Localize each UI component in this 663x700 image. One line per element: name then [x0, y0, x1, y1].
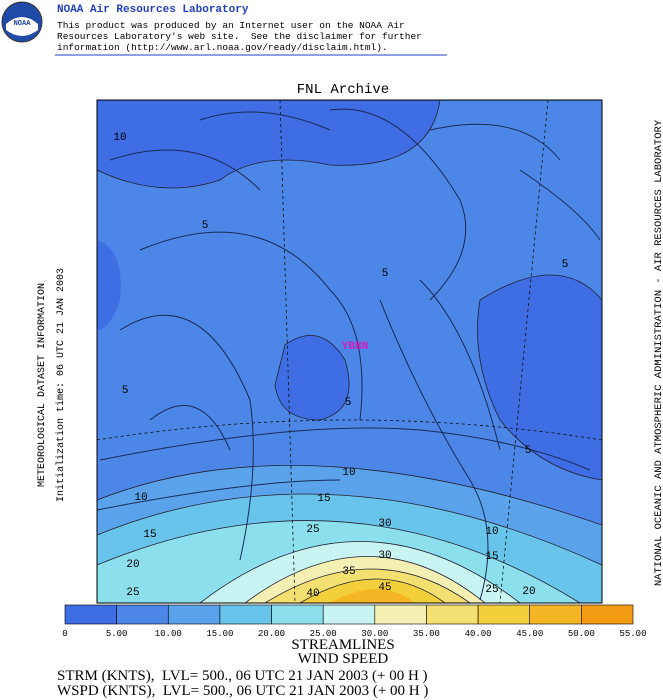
colorbar-label: 25.00	[310, 629, 337, 639]
contour-label: 25	[306, 524, 319, 536]
colorbar-swatch	[477, 604, 531, 625]
contour-label: 20	[126, 559, 139, 571]
field-0-5	[477, 275, 602, 480]
header-title: NOAA Air Resources Laboratory	[57, 4, 249, 16]
colorbar-label: 10.00	[155, 629, 182, 639]
station-label: YBBN	[342, 341, 368, 353]
contour-label: 35	[342, 566, 355, 578]
footer-line: WSPD (KNTS), LVL= 500., 06 UTC 21 JAN 20…	[57, 683, 428, 699]
contour-label: 15	[485, 551, 498, 563]
logo-text: NOAA	[14, 20, 32, 28]
disclaimer-line: Resources Laboratory's web site. See the…	[57, 31, 422, 42]
colorbar-swatch	[64, 604, 117, 625]
footer-line: STREAMLINES	[291, 637, 394, 653]
contour-label: 25	[126, 587, 139, 599]
colorbar-label: 15.00	[206, 629, 233, 639]
colorbar-swatch	[581, 604, 634, 625]
colorbar-label: 35.00	[413, 629, 440, 639]
contour-label: 15	[317, 493, 330, 505]
disclaimer-line: This product was produced by an Internet…	[57, 20, 405, 31]
colorbar-label: 20.00	[258, 629, 285, 639]
colorbar-swatch	[426, 604, 479, 625]
colorbar-label: 55.00	[619, 629, 646, 639]
colorbar-label: 50.00	[568, 629, 595, 639]
contour-label: 15	[143, 529, 156, 541]
contour-label: 20	[522, 586, 535, 598]
footer-line: WIND SPEED	[298, 651, 389, 667]
colorbar-swatch	[219, 604, 272, 625]
contour-label: 5	[202, 220, 209, 232]
contour	[97, 100, 602, 481]
field-0-5	[97, 100, 440, 188]
contour-label: 25	[485, 584, 498, 596]
contour-label: 5	[525, 445, 532, 457]
map-title: FNL Archive	[297, 82, 389, 98]
colorbar-label: 0	[62, 629, 67, 639]
disclaimer-line: information (http://www.arl.noaa.gov/rea…	[57, 42, 388, 53]
field-45-50	[330, 589, 415, 603]
field-0-5	[275, 335, 350, 420]
contour-label: 10	[113, 132, 126, 144]
colorbar-swatch	[374, 604, 427, 625]
right-label: NATIONAL OCEANIC AND ATMOSPHERIC ADMINIS…	[653, 119, 663, 586]
contour-label: 45	[378, 582, 391, 594]
colorbar-label: 45.00	[516, 629, 543, 639]
map-frame	[96, 99, 603, 604]
map-field	[97, 100, 602, 603]
contour-label: 5	[122, 385, 129, 397]
footer-line: STRM (KNTS), LVL= 500., 06 UTC 21 JAN 20…	[57, 668, 428, 684]
colorbar-label: 40.00	[465, 629, 492, 639]
contour-label: 5	[382, 268, 389, 280]
logo-bird	[6, 17, 38, 36]
colorbar-swatch	[167, 604, 221, 625]
left-label: Initialization time: 06 UTC 21 JAN 2003	[55, 268, 67, 502]
contour-label: 30	[378, 518, 391, 530]
field-0-5	[97, 240, 121, 330]
contour-label: 10	[134, 492, 147, 504]
contour	[97, 465, 602, 603]
left-label: METEOROLOGICAL DATASET INFORMATION	[37, 283, 48, 487]
contour-label: 5	[345, 397, 352, 409]
colorbar-label: 30.00	[361, 629, 388, 639]
contour-label: 10	[342, 467, 355, 479]
colorbar-swatch	[322, 604, 376, 625]
colorbar-label: 5.00	[106, 629, 128, 639]
colorbar-swatch	[271, 604, 324, 625]
colorbar-swatch	[116, 604, 169, 625]
streamline	[97, 108, 601, 601]
contour-label: 5	[562, 259, 569, 271]
contour-label: 40	[306, 588, 319, 600]
contour-label: 30	[378, 550, 391, 562]
contour-label: 10	[485, 526, 498, 538]
colorbar-swatch	[529, 604, 582, 625]
